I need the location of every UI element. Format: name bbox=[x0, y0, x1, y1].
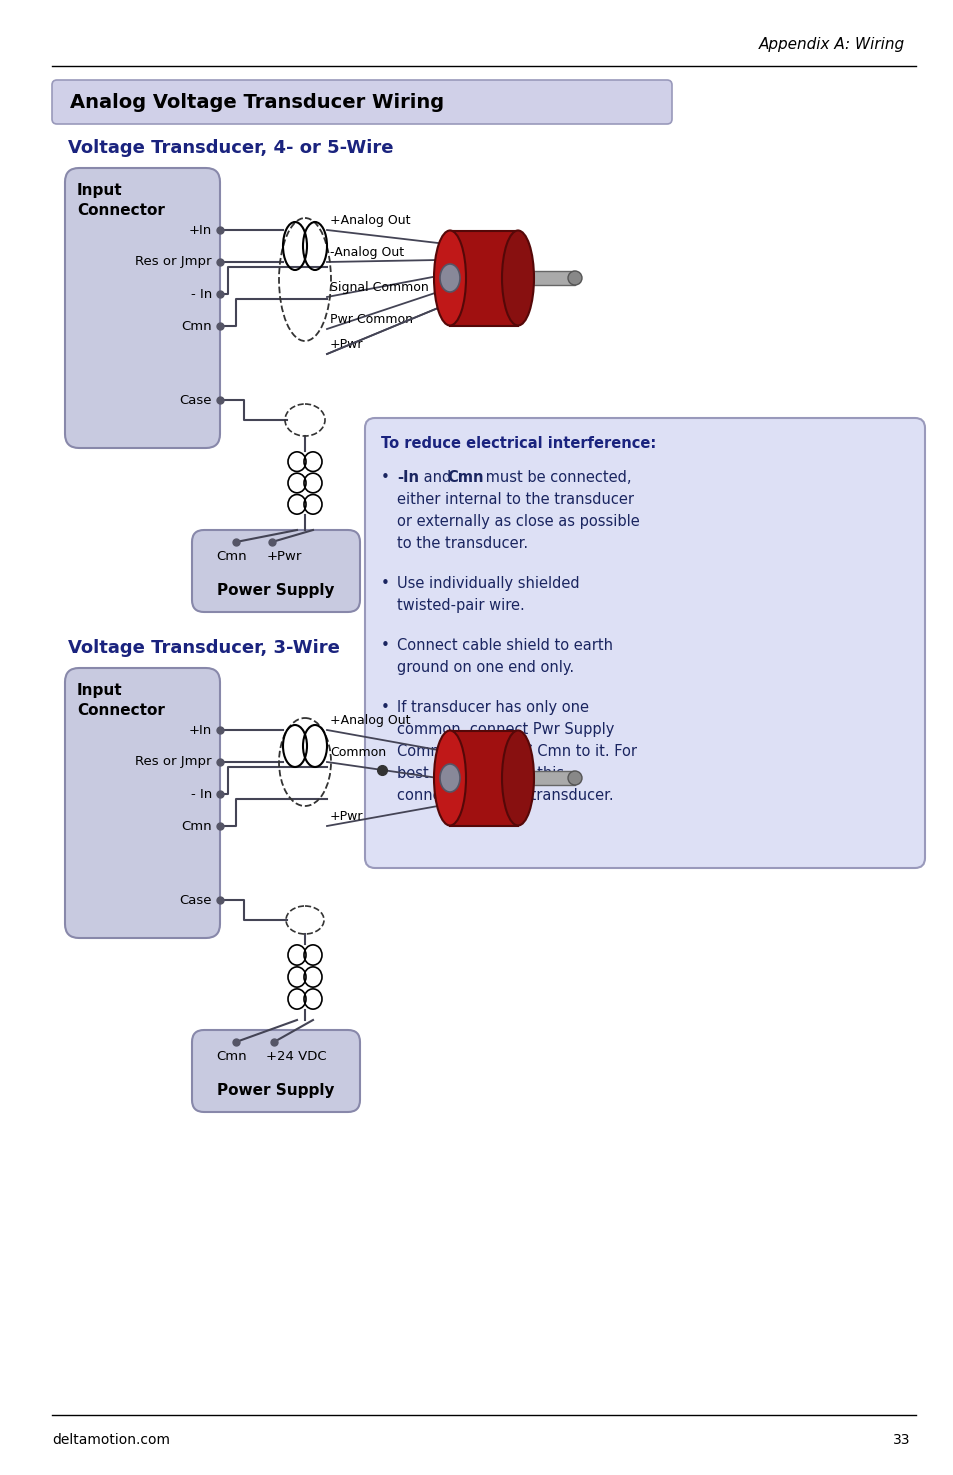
Text: Analog Voltage Transducer Wiring: Analog Voltage Transducer Wiring bbox=[70, 93, 444, 112]
Text: Power Supply: Power Supply bbox=[217, 1083, 335, 1097]
Text: and: and bbox=[418, 471, 456, 485]
FancyBboxPatch shape bbox=[192, 530, 359, 612]
Text: must be connected,: must be connected, bbox=[480, 471, 631, 485]
Text: -In: -In bbox=[396, 471, 418, 485]
Text: or externally as close as possible: or externally as close as possible bbox=[396, 513, 639, 530]
Text: - In: - In bbox=[191, 288, 212, 301]
Text: Connector: Connector bbox=[77, 204, 165, 218]
Text: Signal Common: Signal Common bbox=[330, 282, 428, 294]
Ellipse shape bbox=[439, 764, 459, 792]
Text: Connector: Connector bbox=[77, 704, 165, 718]
Text: either internal to the transducer: either internal to the transducer bbox=[396, 493, 634, 507]
Text: Connect cable shield to earth: Connect cable shield to earth bbox=[396, 639, 613, 653]
Polygon shape bbox=[450, 230, 517, 326]
Ellipse shape bbox=[439, 264, 459, 292]
Text: +Analog Out: +Analog Out bbox=[330, 214, 410, 227]
Text: Cmn: Cmn bbox=[181, 320, 212, 332]
Text: - In: - In bbox=[191, 788, 212, 801]
Text: Cmn: Cmn bbox=[181, 820, 212, 832]
Text: twisted-pair wire.: twisted-pair wire. bbox=[396, 597, 524, 614]
Text: ground on one end only.: ground on one end only. bbox=[396, 659, 574, 676]
Bar bbox=[519, 271, 575, 285]
Text: Pwr Common: Pwr Common bbox=[330, 313, 413, 326]
Text: connection at the transducer.: connection at the transducer. bbox=[396, 788, 613, 802]
Text: Case: Case bbox=[179, 894, 212, 907]
FancyBboxPatch shape bbox=[65, 168, 220, 448]
Text: best results, make this: best results, make this bbox=[396, 766, 563, 780]
Text: Appendix A: Wiring: Appendix A: Wiring bbox=[758, 37, 904, 52]
Text: deltamotion.com: deltamotion.com bbox=[52, 1434, 170, 1447]
Text: Use individually shielded: Use individually shielded bbox=[396, 577, 579, 591]
Text: Res or Jmpr: Res or Jmpr bbox=[135, 255, 212, 268]
Ellipse shape bbox=[434, 730, 465, 826]
Text: If transducer has only one: If transducer has only one bbox=[396, 701, 588, 715]
FancyBboxPatch shape bbox=[192, 1030, 359, 1112]
Text: +Pwr: +Pwr bbox=[330, 338, 363, 351]
FancyBboxPatch shape bbox=[52, 80, 671, 124]
Text: Case: Case bbox=[179, 394, 212, 407]
Text: +Pwr: +Pwr bbox=[330, 810, 363, 823]
Text: Common and RMC Cmn to it. For: Common and RMC Cmn to it. For bbox=[396, 743, 637, 760]
Text: Input: Input bbox=[77, 183, 123, 198]
Text: Input: Input bbox=[77, 683, 123, 698]
Text: +Analog Out: +Analog Out bbox=[330, 714, 410, 727]
Ellipse shape bbox=[501, 230, 534, 326]
Text: Cmn: Cmn bbox=[215, 1050, 247, 1063]
Text: Cmn: Cmn bbox=[215, 550, 247, 563]
Text: +In: +In bbox=[189, 724, 212, 736]
Text: •: • bbox=[380, 701, 390, 715]
Text: To reduce electrical interference:: To reduce electrical interference: bbox=[380, 437, 656, 451]
Text: +In: +In bbox=[189, 224, 212, 236]
Ellipse shape bbox=[567, 271, 581, 285]
Text: +24 VDC: +24 VDC bbox=[266, 1050, 326, 1063]
Text: •: • bbox=[380, 639, 390, 653]
Text: Res or Jmpr: Res or Jmpr bbox=[135, 755, 212, 768]
Text: common, connect Pwr Supply: common, connect Pwr Supply bbox=[396, 721, 614, 738]
Text: -Analog Out: -Analog Out bbox=[330, 246, 404, 260]
FancyBboxPatch shape bbox=[65, 668, 220, 938]
Bar bbox=[519, 771, 575, 785]
Text: Voltage Transducer, 3-Wire: Voltage Transducer, 3-Wire bbox=[68, 639, 339, 656]
Text: +Pwr: +Pwr bbox=[267, 550, 302, 563]
Ellipse shape bbox=[567, 771, 581, 785]
Text: Common: Common bbox=[330, 746, 386, 760]
FancyBboxPatch shape bbox=[365, 417, 924, 867]
Text: Power Supply: Power Supply bbox=[217, 583, 335, 597]
Ellipse shape bbox=[434, 230, 465, 326]
Text: •: • bbox=[380, 577, 390, 591]
Text: •: • bbox=[380, 471, 390, 485]
Text: 33: 33 bbox=[892, 1434, 909, 1447]
Polygon shape bbox=[450, 730, 517, 826]
Ellipse shape bbox=[501, 730, 534, 826]
Text: to the transducer.: to the transducer. bbox=[396, 535, 528, 552]
Text: Cmn: Cmn bbox=[447, 471, 483, 485]
Text: Voltage Transducer, 4- or 5-Wire: Voltage Transducer, 4- or 5-Wire bbox=[68, 139, 393, 156]
